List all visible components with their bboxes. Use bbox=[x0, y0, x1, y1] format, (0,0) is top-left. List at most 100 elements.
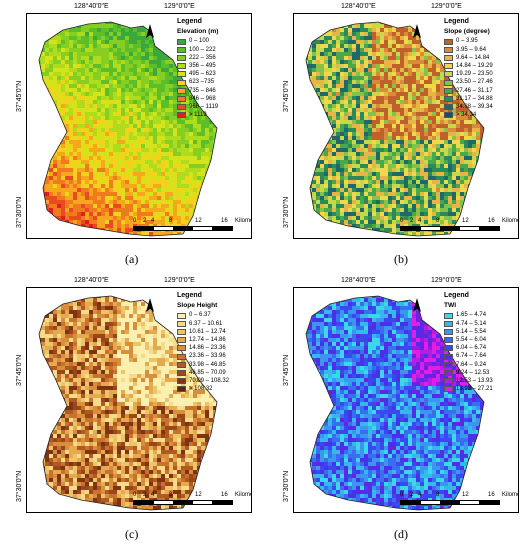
legend-item: 23.50 – 27.46 bbox=[444, 78, 493, 86]
legend-swatch bbox=[177, 345, 186, 352]
scale-bar: 024 8 12 16 Kilometers bbox=[400, 492, 518, 505]
legend-swatch bbox=[177, 328, 186, 335]
legend-item: 12.74 – 14.86 bbox=[177, 336, 229, 344]
legend-swatch bbox=[177, 378, 186, 385]
legend-swatch bbox=[177, 95, 186, 102]
legend-swatch bbox=[444, 345, 453, 352]
legend-swatch bbox=[444, 104, 453, 111]
legend-item: 3.95 – 9.64 bbox=[444, 46, 493, 54]
longitude-label-left: 128°40'0"E bbox=[341, 3, 376, 10]
legend-item: 34.88 – 39.34 bbox=[444, 103, 493, 111]
legend-swatch bbox=[177, 112, 186, 119]
legend-label: > 108.32 bbox=[189, 386, 213, 393]
legend-label: 31.17 – 34.88 bbox=[456, 95, 493, 102]
scale-tick-label: 2 bbox=[143, 492, 147, 498]
legend-item: 10.61 – 12.74 bbox=[177, 328, 229, 336]
longitude-label-right: 129°0'0"E bbox=[431, 277, 462, 284]
legend-swatch bbox=[444, 353, 453, 360]
legend-swatch bbox=[444, 112, 453, 119]
scale-tick-label: 0 bbox=[133, 492, 137, 498]
scale-tick-label: 8 bbox=[169, 218, 173, 224]
legend-swatch bbox=[444, 38, 453, 45]
legend-swatch bbox=[444, 54, 453, 61]
map-panel-a: 128°40'0"E 129°0'0"E 37°45'0"N 37°30'0"N… bbox=[14, 0, 254, 250]
legend-swatch bbox=[444, 320, 453, 327]
legend-label: 33.98 – 46.85 bbox=[189, 361, 226, 368]
legend-label: 27.46 – 31.17 bbox=[456, 87, 493, 94]
scale-bar: 024 8 12 16 Kilometers bbox=[133, 492, 251, 505]
legend-label: 23.36 – 33.96 bbox=[189, 353, 226, 360]
scale-tick-label: 16 bbox=[488, 218, 495, 224]
scale-tick-label: 12 bbox=[462, 492, 469, 498]
legend-label: 735 – 846 bbox=[189, 87, 216, 94]
legend-swatch bbox=[444, 369, 453, 376]
legend-swatch bbox=[177, 369, 186, 376]
legend-item: > 34.34 bbox=[444, 111, 493, 119]
legend-item: 100 – 222 bbox=[177, 46, 218, 54]
legend-swatch bbox=[177, 87, 186, 94]
legend-heading: Slope (degree) bbox=[444, 28, 490, 36]
legend-label: 10.61 – 12.74 bbox=[189, 328, 226, 335]
legend-label: 7.64 – 9.24 bbox=[456, 361, 487, 368]
legend-swatch bbox=[444, 71, 453, 78]
latitude-label-upper: 37°45'0"N bbox=[283, 354, 290, 386]
scale-tick-label: 16 bbox=[488, 492, 495, 498]
legend-item: 14.86 – 23.36 bbox=[177, 344, 229, 352]
panel-caption: (d) bbox=[394, 527, 408, 541]
map-frame: Legend Slope Height 0 – 6.37 6.37 – 10.61… bbox=[26, 287, 252, 513]
legend-item: 846 – 968 bbox=[177, 95, 218, 103]
map-legend: Legend Slope Height 0 – 6.37 6.37 – 10.61… bbox=[177, 292, 229, 393]
legend-swatch bbox=[444, 79, 453, 86]
legend-item: 7.64 – 9.24 bbox=[444, 361, 493, 369]
legend-item: 1.65 – 4.74 bbox=[444, 311, 493, 319]
legend-item: 33.98 – 46.85 bbox=[177, 361, 229, 369]
longitude-label-right: 129°0'0"E bbox=[164, 3, 195, 10]
legend-title: Legend bbox=[177, 18, 202, 25]
legend-swatch bbox=[177, 71, 186, 78]
legend-item: 356 – 495 bbox=[177, 62, 218, 70]
scale-tick-label: 0 bbox=[400, 218, 404, 224]
study-area-map bbox=[305, 295, 485, 511]
scale-tick-label: 12 bbox=[195, 492, 202, 498]
legend-label: 12.74 – 14.86 bbox=[189, 337, 226, 344]
map-legend: Legend Slope (degree) 0 – 3.95 3.95 – 9.6… bbox=[444, 18, 493, 119]
scale-tick-label: 16 bbox=[221, 218, 228, 224]
legend-swatch bbox=[444, 95, 453, 102]
legend-label: 3.95 – 9.64 bbox=[456, 46, 487, 53]
legend-item: 735 – 846 bbox=[177, 87, 218, 95]
map-panel-b: 128°40'0"E 129°0'0"E 37°45'0"N 37°30'0"N… bbox=[281, 0, 521, 250]
legend-swatch bbox=[177, 312, 186, 319]
latitude-label-lower: 37°30'0"N bbox=[16, 196, 23, 228]
legend-label: 1.65 – 4.74 bbox=[456, 312, 487, 319]
longitude-label-left: 128°40'0"E bbox=[74, 277, 109, 284]
legend-swatch bbox=[444, 87, 453, 94]
latitude-label-upper: 37°45'0"N bbox=[16, 354, 23, 386]
legend-item: 4.74 – 5.14 bbox=[444, 320, 493, 328]
legend-item: 14.84 – 19.29 bbox=[444, 62, 493, 70]
legend-heading: TWI bbox=[444, 302, 457, 310]
legend-item: 5.54 – 6.04 bbox=[444, 336, 493, 344]
panel-caption: (b) bbox=[394, 252, 408, 266]
legend-swatch bbox=[177, 63, 186, 70]
legend-item: 968 – 1119 bbox=[177, 103, 218, 111]
legend-item: > 1119 bbox=[177, 111, 218, 119]
legend-heading: Elevation (m) bbox=[177, 28, 219, 36]
legend-label: 14.86 – 23.36 bbox=[189, 345, 226, 352]
longitude-label-left: 128°40'0"E bbox=[341, 277, 376, 284]
legend-title: Legend bbox=[444, 18, 469, 25]
legend-label: 46.85 – 70.09 bbox=[189, 369, 226, 376]
latitude-label-lower: 37°30'0"N bbox=[283, 196, 290, 228]
legend-label: 34.88 – 39.34 bbox=[456, 104, 493, 111]
panel-caption: (c) bbox=[125, 527, 139, 541]
scale-tick-label: 2 bbox=[410, 492, 414, 498]
map-frame: Legend TWI 1.65 – 4.74 4.74 – 5.14 5.14 – … bbox=[293, 287, 519, 513]
longitude-label-right: 129°0'0"E bbox=[164, 277, 195, 284]
legend-item: 0 – 100 bbox=[177, 37, 218, 45]
legend-item: 222 – 356 bbox=[177, 54, 218, 62]
scale-tick-label: 4 bbox=[418, 492, 422, 498]
scale-unit-label: Kilometers bbox=[502, 492, 518, 498]
scale-tick-label: 4 bbox=[151, 218, 155, 224]
legend-label: 222 – 356 bbox=[189, 54, 216, 61]
legend-item: 70.09 – 108.32 bbox=[177, 377, 229, 385]
map-legend: Legend Elevation (m) 0 – 100 100 – 222 222… bbox=[177, 18, 218, 119]
